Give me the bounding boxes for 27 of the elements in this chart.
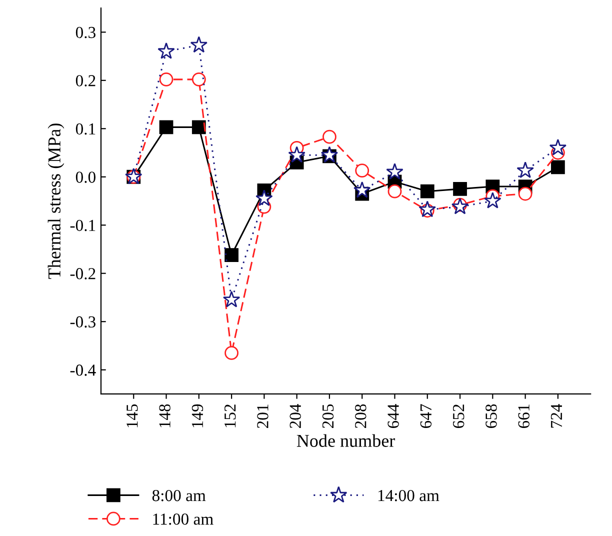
x-axis-title: Node number: [296, 434, 396, 447]
x-tick-label: 724: [550, 404, 562, 428]
x-tick-label: 201: [257, 404, 268, 428]
x-tick-label: 204: [290, 404, 301, 428]
y-tick-label: -0.1: [70, 220, 96, 232]
y-axis-title: Thermal stress (MPa): [48, 124, 64, 279]
y-tick-label: 0.1: [76, 123, 96, 135]
x-tick-label: 644: [388, 404, 399, 428]
legend-label: 14:00 am: [378, 490, 440, 502]
x-tick-label: 149: [192, 404, 204, 428]
y-tick-label: 0.2: [76, 75, 96, 86]
legend-label: 8:00 am: [152, 490, 206, 502]
y-tick-label: 0.3: [76, 26, 96, 38]
legend-label: 11:00 am: [153, 513, 214, 525]
x-tick-label: 148: [159, 404, 170, 428]
y-tick-label: -0.4: [70, 364, 96, 376]
x-tick-label: 661: [518, 404, 530, 428]
y-tick-label: -0.3: [70, 316, 96, 328]
x-tick-label: 647: [420, 404, 432, 428]
x-tick-label: 658: [486, 404, 497, 428]
y-tick-label: -0.2: [70, 268, 96, 280]
x-tick-label: 208: [355, 404, 366, 428]
y-tick-label: 0.0: [76, 172, 96, 183]
x-tick-label: 152: [224, 404, 236, 428]
x-tick-label: 205: [322, 404, 334, 428]
x-tick-label: 145: [126, 404, 138, 428]
x-tick-label: 652: [452, 404, 464, 428]
